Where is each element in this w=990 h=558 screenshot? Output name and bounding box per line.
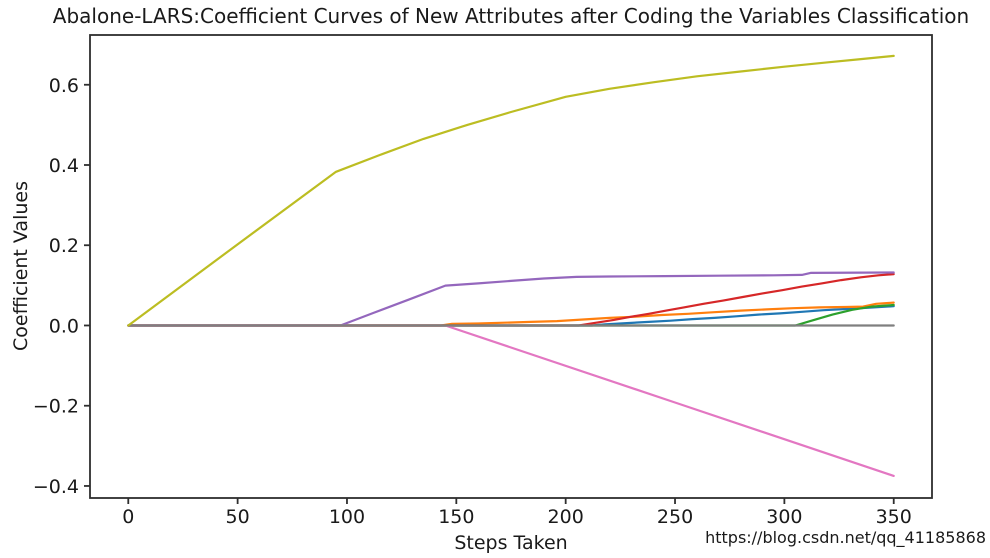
series-purple bbox=[127, 271, 895, 327]
y-tick-label: 0.6 bbox=[49, 75, 79, 97]
series-pink bbox=[127, 324, 895, 477]
y-tick-label: −0.4 bbox=[33, 476, 79, 498]
axis-ticks: 0 50 100 150 200 250 300 350 −0.4 −0.2 0.0 0.2 0.4 0.… bbox=[33, 75, 912, 528]
x-tick-label: 200 bbox=[548, 506, 584, 528]
y-tick-label: −0.2 bbox=[33, 396, 79, 418]
y-tick-label: 0.0 bbox=[49, 315, 79, 337]
chart-title: Abalone-LARS:Coefficient Curves of New A… bbox=[53, 4, 969, 28]
series-red bbox=[127, 273, 895, 327]
plot-border bbox=[89, 34, 933, 499]
x-tick-label: 100 bbox=[329, 506, 365, 528]
series-olive bbox=[127, 54, 895, 327]
y-axis-label: Coefficient Values bbox=[10, 181, 32, 351]
x-axis-label: Steps Taken bbox=[454, 532, 567, 554]
x-tick-label: 0 bbox=[122, 506, 134, 528]
y-tick-label: 0.4 bbox=[49, 155, 79, 177]
x-tick-label: 300 bbox=[766, 506, 802, 528]
series-orange bbox=[127, 301, 895, 327]
watermark: https://blog.csdn.net/qq_41185868 bbox=[705, 528, 986, 548]
series-blue bbox=[127, 305, 895, 327]
y-tick-label: 0.2 bbox=[49, 235, 79, 257]
x-tick-label: 50 bbox=[226, 506, 250, 528]
x-tick-label: 150 bbox=[438, 506, 474, 528]
x-tick-label: 350 bbox=[876, 506, 912, 528]
series-lines bbox=[127, 54, 895, 477]
x-tick-label: 250 bbox=[657, 506, 693, 528]
